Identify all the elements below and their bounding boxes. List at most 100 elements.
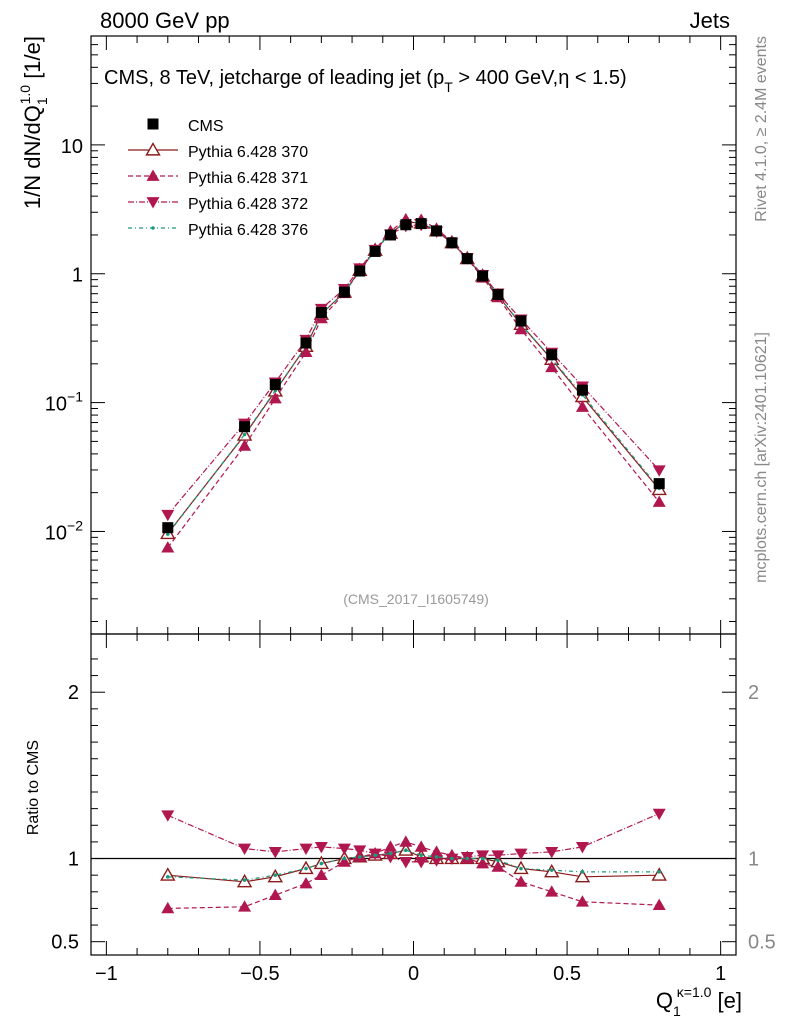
y-tick-base: 1 [72, 265, 83, 287]
ratio-point-2 [353, 845, 367, 857]
cms-data-point [369, 245, 381, 257]
ratio-point-2 [476, 850, 490, 862]
ratio-point-2 [545, 847, 559, 859]
cms-data-point [269, 379, 281, 391]
legend: CMS Pythia 6.428 370 Pythia 6.428 371 Pythi… [128, 118, 308, 239]
cms-data-point [461, 253, 473, 265]
cms-data-point [515, 315, 527, 327]
ratio-point-1 [545, 885, 559, 897]
ratio-point-2 [268, 847, 282, 859]
ratio-point-1 [314, 868, 328, 881]
cms-data-point [576, 384, 588, 396]
ratio-point-2 [161, 810, 175, 822]
cms-data-point [415, 218, 427, 230]
cms-data-point [446, 237, 458, 249]
ratio-point-3 [165, 875, 170, 879]
ratio-point-3 [342, 856, 347, 861]
y-tick-base: 10 [45, 394, 67, 416]
ratio-point-2 [238, 843, 252, 856]
x-tick-label: 1 [715, 963, 726, 985]
ratio-point-1 [299, 876, 313, 889]
title-text-end: > 400 GeV,η < 1.5) [453, 67, 627, 89]
series-point-1 [268, 391, 282, 404]
ratio-point-3 [242, 878, 247, 882]
ratio-line-2 [167, 813, 660, 863]
main-panel: 10−2 10−1 1 10 CMS, 8 TeV, jetcharge of lead… [17, 35, 737, 955]
ratio-point-3 [580, 870, 585, 874]
series-line-2 [167, 224, 660, 516]
legend-marker-cms [147, 118, 159, 130]
ratio-point-1 [238, 900, 252, 912]
series-point-1 [514, 322, 528, 335]
ratio-point-1 [383, 840, 397, 852]
process-label: Jets [690, 8, 730, 33]
legend-label-2: Pythia 6.428 372 [188, 196, 308, 213]
ratio-point-3 [657, 870, 662, 874]
y-tick-label: 10−2 [45, 517, 83, 544]
series-point-1 [161, 541, 175, 553]
y-tick-base: 10 [45, 522, 67, 544]
ratio-point-3 [373, 853, 377, 858]
title-subscript: T [444, 79, 453, 95]
ratio-point-2 [575, 842, 589, 854]
legend-marker-2 [146, 197, 160, 209]
ratio-tick-label-right: 1 [748, 849, 759, 871]
ratio-point-1 [476, 857, 490, 869]
ratio-axis-label: Ratio to CMS [25, 740, 42, 835]
ratio-point-2 [430, 855, 444, 867]
ratio-point-3 [388, 851, 393, 856]
legend-label-cms: CMS [188, 118, 224, 135]
ratio-point-1 [161, 901, 175, 914]
cms-data-point [239, 421, 251, 433]
series-line-0 [167, 221, 660, 534]
ratio-point-1 [575, 895, 589, 907]
ratio-point-3 [549, 868, 554, 872]
x-tick-label: 0 [408, 963, 419, 985]
ratio-point-2 [314, 842, 328, 854]
y-tick-label: 10−1 [45, 389, 83, 416]
ratio-point-3 [450, 856, 454, 861]
series-point-1 [299, 345, 313, 357]
cms-data-point [477, 270, 489, 282]
ratio-point-3 [496, 858, 500, 862]
series-point-1 [545, 360, 559, 373]
ratio-tick-label-right: 2 [748, 682, 759, 704]
ratio-point-1 [337, 855, 351, 867]
ratio-point-3 [519, 866, 523, 871]
ratio-point-3 [357, 855, 362, 859]
ratio-frame [90, 633, 737, 956]
cms-data-point [162, 522, 174, 534]
ratio-point-3 [465, 856, 470, 861]
series-point-1 [238, 439, 252, 451]
cms-data-point [546, 349, 558, 361]
ratio-tick-label: 0.5 [51, 932, 79, 954]
series-point-1 [575, 400, 589, 412]
cms-data-point [300, 337, 312, 349]
ratio-point-1 [268, 888, 282, 900]
series-line-3 [167, 221, 660, 535]
cms-data-point [354, 265, 366, 277]
ratio-point-2 [299, 843, 313, 856]
y-label-subscript: 1 [34, 97, 50, 105]
legend-label-0: Pythia 6.428 370 [188, 144, 308, 161]
ratio-point-2 [337, 843, 351, 856]
analysis-id: (CMS_2017_I1605749) [343, 591, 489, 607]
cms-data-point [400, 219, 412, 231]
y-tick-label: 1 [72, 265, 83, 287]
cms-data-point [315, 307, 327, 319]
x-tick-label: −1 [95, 963, 118, 985]
chart-title: CMS, 8 TeV, jetcharge of leading jet (pT… [104, 67, 627, 95]
ratio-point-2 [514, 848, 528, 861]
title-text: CMS, 8 TeV, jetcharge of leading jet (p [104, 67, 444, 89]
ratio-point-2 [491, 850, 505, 862]
ratio-point-1 [514, 875, 528, 887]
y-label-superscript: 1.0 [17, 85, 33, 105]
ratio-point-3 [419, 853, 423, 858]
legend-marker-3 [151, 226, 155, 230]
ratio-point-2 [383, 851, 397, 864]
ratio-point-2 [652, 808, 666, 821]
y-label-text: 1/N dN/dQ [20, 105, 45, 209]
series-point-3 [165, 532, 170, 536]
